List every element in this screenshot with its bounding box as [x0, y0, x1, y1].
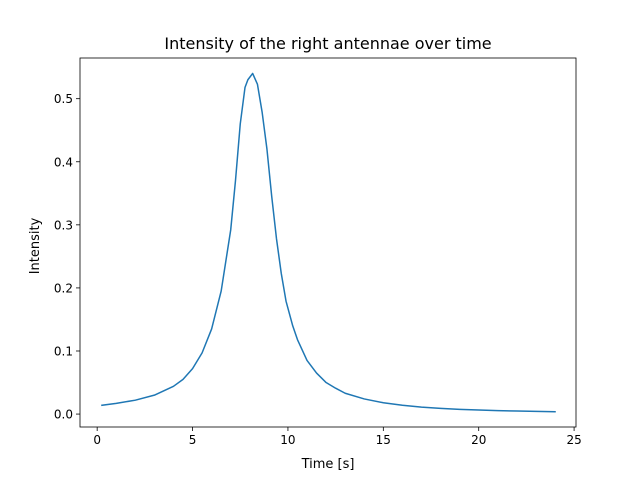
- y-axis-label: Intensity: [28, 217, 43, 274]
- y-tick-label: 0.4: [54, 155, 73, 169]
- y-axis-ticks: 0.0 0.1 0.2 0.3 0.4 0.5: [54, 92, 80, 422]
- x-tick-label: 20: [471, 433, 486, 447]
- series-line-0: [101, 72, 556, 413]
- x-axis-ticks: 0 5 10 15 20 25: [93, 427, 582, 447]
- y-tick-label: 0.1: [54, 344, 73, 358]
- x-tick-label: 10: [280, 433, 295, 447]
- x-tick-label: 15: [376, 433, 391, 447]
- y-tick-label: 0.3: [54, 218, 73, 232]
- x-tick-label: 0: [93, 433, 101, 447]
- y-tick-label: 0.0: [54, 408, 73, 422]
- plot-area: [79, 57, 577, 428]
- x-tick-label: 5: [189, 433, 197, 447]
- x-tick-label: 25: [566, 433, 581, 447]
- y-tick-label: 0.5: [54, 92, 73, 106]
- y-tick-label: 0.2: [54, 281, 73, 295]
- x-axis-label: Time [s]: [301, 457, 355, 472]
- chart-title: Intensity of the right antennae over tim…: [164, 34, 491, 53]
- axes-frame: [79, 57, 577, 428]
